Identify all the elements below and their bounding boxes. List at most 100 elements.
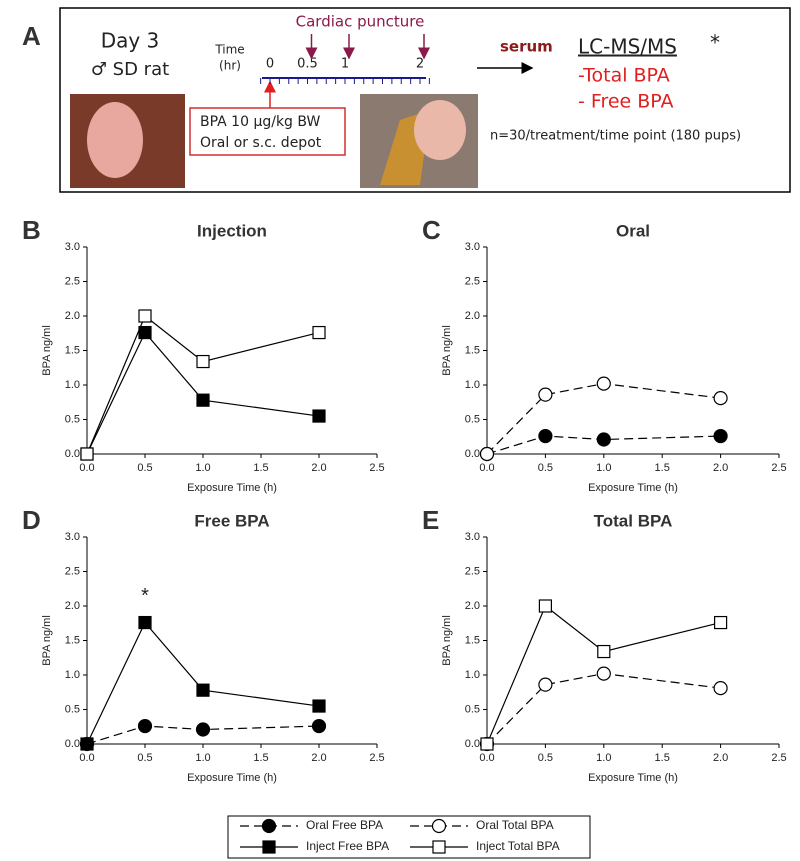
legend-marker <box>431 818 447 834</box>
time-label: Time <box>214 43 244 57</box>
x-tick-label: 1.0 <box>195 462 210 474</box>
x-tick-label: 2.5 <box>771 462 786 474</box>
legend-label: Inject Free BPA <box>306 839 389 853</box>
x-tick-label: 0.5 <box>538 752 553 764</box>
y-tick-label: 3.0 <box>65 531 80 543</box>
series-line <box>86 331 320 455</box>
marker <box>196 354 210 369</box>
x-tick-label: 1.5 <box>253 462 268 474</box>
marker <box>713 391 728 406</box>
x-tick-label: 1.5 <box>655 462 670 474</box>
method: LC-MS/MS <box>578 35 677 59</box>
x-tick-label: 0.0 <box>479 752 494 764</box>
y-tick-label: 1.5 <box>465 634 480 646</box>
panel-label: A <box>22 21 41 51</box>
marker <box>196 683 210 697</box>
y-tick-label: 2.5 <box>465 565 480 577</box>
y-tick-label: 2.0 <box>465 310 480 322</box>
x-tick-label: 1.0 <box>596 462 611 474</box>
analyte: -Total BPA <box>578 65 670 87</box>
marker <box>596 376 611 391</box>
photo <box>414 100 466 160</box>
marker <box>538 428 553 444</box>
marker <box>713 681 728 696</box>
x-tick-label: 0.0 <box>79 752 94 764</box>
x-axis-label: Exposure Time (h) <box>588 482 678 494</box>
x-tick-label: 2.5 <box>369 752 384 764</box>
day: Day 3 <box>101 29 160 53</box>
x-axis-label: Exposure Time (h) <box>187 482 277 494</box>
photo <box>87 102 143 178</box>
y-tick-label: 0.5 <box>465 413 480 425</box>
marker <box>596 432 611 447</box>
x-axis-label: Exposure Time (h) <box>588 772 678 784</box>
x-tick-label: 1.5 <box>253 752 268 764</box>
marker <box>80 447 94 461</box>
annotation: * <box>141 585 149 607</box>
chart-title: Total BPA <box>594 511 673 530</box>
y-tick-label: 3.0 <box>65 241 80 253</box>
x-tick-label: 2.5 <box>369 462 384 474</box>
marker <box>312 409 326 423</box>
dose: Oral or s.c. depot <box>200 135 322 151</box>
serum: serum <box>500 38 553 56</box>
y-tick-label: 2.0 <box>65 310 80 322</box>
y-tick-label: 3.0 <box>465 241 480 253</box>
marker <box>597 644 611 659</box>
y-tick-label: 1.0 <box>65 669 80 681</box>
marker <box>479 446 495 462</box>
x-tick-label: 2.5 <box>771 752 786 764</box>
marker <box>195 722 211 737</box>
panel-label: C <box>422 215 441 245</box>
x-tick-label: 2.0 <box>311 462 326 474</box>
analyte: - Free BPA <box>578 91 674 113</box>
sample-size: n=30/treatment/time point (180 pups) <box>490 129 741 144</box>
marker <box>80 737 94 751</box>
y-tick-label: 1.5 <box>65 634 80 646</box>
animal: ♂ SD rat <box>91 59 169 80</box>
y-tick-label: 0.0 <box>465 738 480 750</box>
x-axis-label: Exposure Time (h) <box>187 772 277 784</box>
y-tick-label: 2.0 <box>465 600 480 612</box>
chart-title: Oral <box>616 221 650 240</box>
marker <box>596 666 611 681</box>
y-tick-label: 1.0 <box>65 379 80 391</box>
method-mark: * <box>710 31 720 55</box>
series-line <box>86 725 320 745</box>
y-tick-label: 0.0 <box>65 448 80 460</box>
y-tick-label: 0.5 <box>65 413 80 425</box>
y-tick-label: 1.5 <box>65 344 80 356</box>
legend-label: Inject Total BPA <box>476 839 560 853</box>
marker <box>538 599 553 613</box>
series-line <box>486 673 721 745</box>
dose-box <box>189 107 346 156</box>
marker <box>312 325 326 340</box>
x-tick-label: 0.0 <box>79 462 94 474</box>
x-tick-label: 0.5 <box>137 462 152 474</box>
timeline-tick-label: 1 <box>341 57 349 72</box>
x-tick-label: 1.0 <box>596 752 611 764</box>
y-axis-label: BPA ng/ml <box>41 615 53 666</box>
x-tick-label: 0.5 <box>538 462 553 474</box>
timeline-tick-label: 0.5 <box>297 57 318 72</box>
puncture-label: Cardiac puncture <box>296 13 425 31</box>
panel-label: B <box>22 215 41 245</box>
y-tick-label: 2.5 <box>65 275 80 287</box>
marker <box>138 615 152 630</box>
x-tick-label: 2.0 <box>713 462 728 474</box>
x-tick-label: 1.0 <box>195 752 210 764</box>
marker <box>138 325 152 340</box>
y-axis-label: BPA ng/ml <box>41 325 53 376</box>
y-axis-label: BPA ng/ml <box>441 615 453 666</box>
y-tick-label: 2.5 <box>65 565 80 577</box>
x-tick-label: 0.0 <box>479 462 494 474</box>
panel-label: D <box>22 505 41 535</box>
panel-label: E <box>422 505 439 535</box>
marker <box>138 309 152 323</box>
y-tick-label: 0.0 <box>65 738 80 750</box>
y-tick-label: 1.5 <box>465 344 480 356</box>
marker <box>196 393 210 407</box>
x-tick-label: 2.0 <box>311 752 326 764</box>
marker <box>480 737 494 751</box>
